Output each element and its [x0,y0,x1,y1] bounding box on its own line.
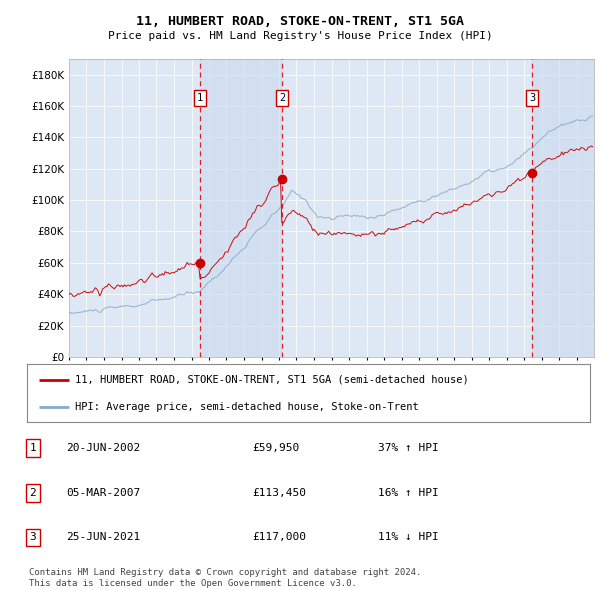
Text: 16% ↑ HPI: 16% ↑ HPI [378,488,439,497]
Text: £59,950: £59,950 [252,443,299,453]
Text: 37% ↑ HPI: 37% ↑ HPI [378,443,439,453]
Text: 1: 1 [29,443,37,453]
Text: £117,000: £117,000 [252,533,306,542]
Text: Contains HM Land Registry data © Crown copyright and database right 2024.
This d: Contains HM Land Registry data © Crown c… [29,568,421,588]
Text: 11% ↓ HPI: 11% ↓ HPI [378,533,439,542]
Text: 11, HUMBERT ROAD, STOKE-ON-TRENT, ST1 5GA: 11, HUMBERT ROAD, STOKE-ON-TRENT, ST1 5G… [136,15,464,28]
Text: 1: 1 [197,93,203,103]
Text: 2: 2 [29,488,37,497]
Text: £113,450: £113,450 [252,488,306,497]
Bar [200,59,282,357]
Text: Price paid vs. HM Land Registry's House Price Index (HPI): Price paid vs. HM Land Registry's House … [107,31,493,41]
Text: 3: 3 [529,93,536,103]
Text: HPI: Average price, semi-detached house, Stoke-on-Trent: HPI: Average price, semi-detached house,… [75,402,419,412]
Text: 05-MAR-2007: 05-MAR-2007 [66,488,140,497]
Text: 11, HUMBERT ROAD, STOKE-ON-TRENT, ST1 5GA (semi-detached house): 11, HUMBERT ROAD, STOKE-ON-TRENT, ST1 5G… [75,375,469,385]
Text: 3: 3 [29,533,37,542]
Bar [532,59,594,357]
Text: 25-JUN-2021: 25-JUN-2021 [66,533,140,542]
Text: 20-JUN-2002: 20-JUN-2002 [66,443,140,453]
Text: 2: 2 [279,93,285,103]
